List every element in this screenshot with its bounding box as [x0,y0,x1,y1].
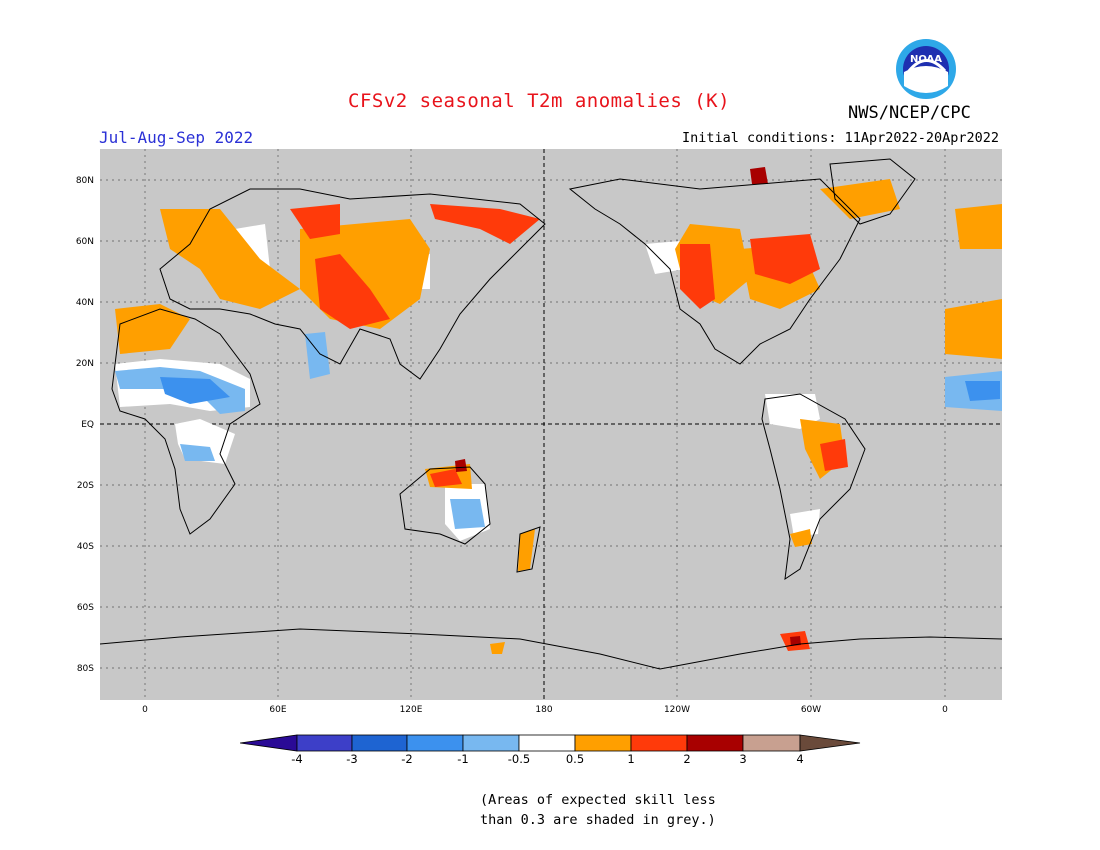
x-tick: 60E [269,705,287,715]
x-tick: 0 [142,705,148,715]
anomaly-map [100,149,1002,700]
colorbar-segment [351,734,408,752]
moderate-cool-anomaly-regions [160,377,1000,404]
y-tick: 40S [76,542,94,552]
y-tick: 60N [75,237,94,247]
colorbar-segment [518,734,576,752]
colorbar-segment [462,734,520,752]
initial-conditions-label: Initial conditions: 11Apr2022-20Apr2022 [682,130,999,146]
colorbar-label: 0.5 [565,752,585,766]
coastlines [100,158,1002,670]
colorbar-segment [799,734,861,752]
x-tick: 60W [800,705,822,715]
y-tick: 40N [75,298,94,308]
colorbar-label: -4 [291,752,303,766]
colorbar-label: 4 [796,752,804,766]
colorbar-segment [240,734,298,752]
organization-label: NWS/NCEP/CPC [848,103,971,123]
noaa-logo: NOAA [895,38,957,100]
strong-warm-anomaly-regions [290,204,848,651]
colorbar-label: -1 [457,752,469,766]
colorbar-label: 2 [683,752,691,766]
x-tick: 120E [399,705,423,715]
map-title: CFSv2 seasonal T2m anomalies (K) [348,90,731,112]
colorbar-segment [742,734,801,752]
very-strong-warm-anomaly-regions [455,167,801,646]
skill-note-line1: (Areas of expected skill less [480,792,716,808]
skill-note-line2: than 0.3 are shaded in grey.) [480,812,716,828]
y-tick: EQ [81,420,94,430]
colorbar-label: -0.5 [507,752,531,766]
colorbar-label: -2 [401,752,413,766]
x-tick: 120W [663,705,691,715]
season-label: Jul-Aug-Sep 2022 [99,128,254,147]
x-tick: 0 [942,705,948,715]
y-tick: 80S [76,664,94,674]
y-tick: 60S [76,603,94,613]
colorbar-segment [574,734,632,752]
logo-text: NOAA [910,54,942,65]
y-tick: 80N [75,176,94,186]
colorbar [240,734,861,752]
colorbar-label: 3 [739,752,747,766]
colorbar-segment [406,734,464,752]
colorbar-label: 1 [627,752,635,766]
colorbar-segment [686,734,744,752]
y-tick: 20N [75,359,94,369]
x-tick: 180 [535,705,553,715]
colorbar-segment [296,734,353,752]
colorbar-label: -3 [346,752,358,766]
colorbar-segment [630,734,688,752]
y-tick: 20S [76,481,94,491]
